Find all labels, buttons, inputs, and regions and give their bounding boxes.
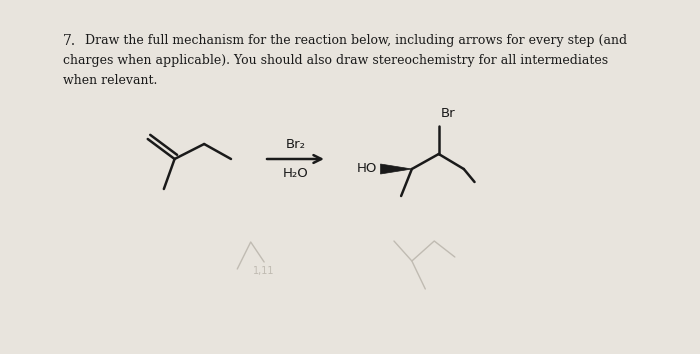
Text: HO: HO (356, 162, 377, 176)
Polygon shape (381, 164, 412, 174)
Text: 7.: 7. (63, 34, 76, 48)
Text: H₂O: H₂O (283, 167, 308, 180)
Text: charges when applicable). You should also draw stereochemistry for all intermedi: charges when applicable). You should als… (63, 54, 608, 67)
Text: when relevant.: when relevant. (63, 74, 157, 87)
Text: Br: Br (440, 107, 455, 120)
Text: Br₂: Br₂ (286, 138, 305, 151)
Text: Draw the full mechanism for the reaction below, including arrows for every step : Draw the full mechanism for the reaction… (85, 34, 627, 47)
Text: 1,11: 1,11 (253, 266, 274, 276)
